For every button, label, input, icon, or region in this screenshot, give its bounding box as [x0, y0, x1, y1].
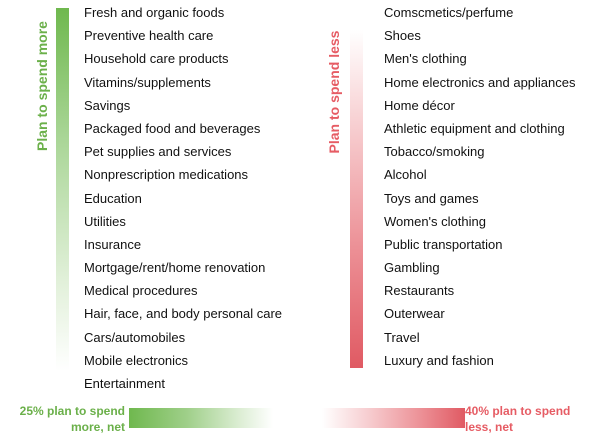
list-item: Vitamins/supplements	[84, 74, 211, 90]
spend-less-heading: Plan to spend less	[326, 30, 342, 154]
list-item: Utilities	[84, 213, 126, 229]
spend-more-net-label: 25% plan to spend more, net	[4, 403, 125, 435]
spend-more-gradient-bar	[56, 8, 69, 371]
list-item: Medical procedures	[84, 283, 198, 299]
list-item: Fresh and organic foods	[84, 5, 225, 20]
list-item: Travel	[384, 329, 420, 345]
list-item: Mortgage/rent/home renovation	[84, 260, 266, 276]
spend-less-net-line1: 40% plan to spend	[465, 404, 571, 418]
list-item: Shoes	[384, 28, 421, 44]
list-item: Home electronics and appliances	[384, 74, 576, 90]
spend-less-gradient-bar	[350, 30, 363, 368]
list-item: Comscmetics/perfume	[384, 5, 514, 20]
list-item: Restaurants	[384, 283, 455, 299]
list-item: Home décor	[384, 97, 455, 113]
list-item: Women's clothing	[384, 213, 486, 229]
list-item: Mobile electronics	[84, 352, 189, 368]
list-item: Pet supplies and services	[84, 144, 232, 160]
list-item: Education	[84, 190, 142, 206]
list-item: Gambling	[384, 260, 440, 276]
spend-less-list: Comscmetics/perfume Shoes Men's clothing Ho…	[384, 1, 576, 372]
spend-less-net-line2: less, net	[465, 420, 514, 434]
spend-more-net-line1: 25% plan to spend	[19, 404, 125, 418]
list-item: Toys and games	[384, 190, 479, 206]
list-item: Entertainment	[84, 376, 165, 391]
spend-more-list: Fresh and organic foods Preventive health…	[84, 1, 282, 395]
spend-more-net-line2: more, net	[70, 420, 125, 434]
list-item: Public transportation	[384, 236, 503, 252]
list-item: Nonprescription medications	[84, 167, 249, 183]
spend-less-net-bar	[322, 408, 465, 428]
list-item: Men's clothing	[384, 51, 467, 67]
list-item: Athletic equipment and clothing	[384, 120, 565, 136]
list-item: Savings	[84, 97, 131, 113]
spend-more-net-bar	[129, 408, 273, 428]
list-item: Preventive health care	[84, 28, 214, 44]
list-item: Alcohol	[384, 167, 427, 183]
list-item: Tobacco/smoking	[384, 144, 485, 160]
list-item: Cars/automobiles	[84, 329, 186, 345]
spend-more-heading: Plan to spend more	[34, 21, 50, 151]
list-item: Packaged food and beverages	[84, 120, 261, 136]
list-item: Household care products	[84, 51, 229, 67]
list-item: Insurance	[84, 236, 142, 252]
spend-less-net-label: 40% plan to spend less, net	[465, 403, 588, 435]
list-item: Hair, face, and body personal care	[84, 306, 283, 322]
list-item: Luxury and fashion	[384, 352, 494, 368]
list-item: Outerwear	[384, 306, 445, 322]
